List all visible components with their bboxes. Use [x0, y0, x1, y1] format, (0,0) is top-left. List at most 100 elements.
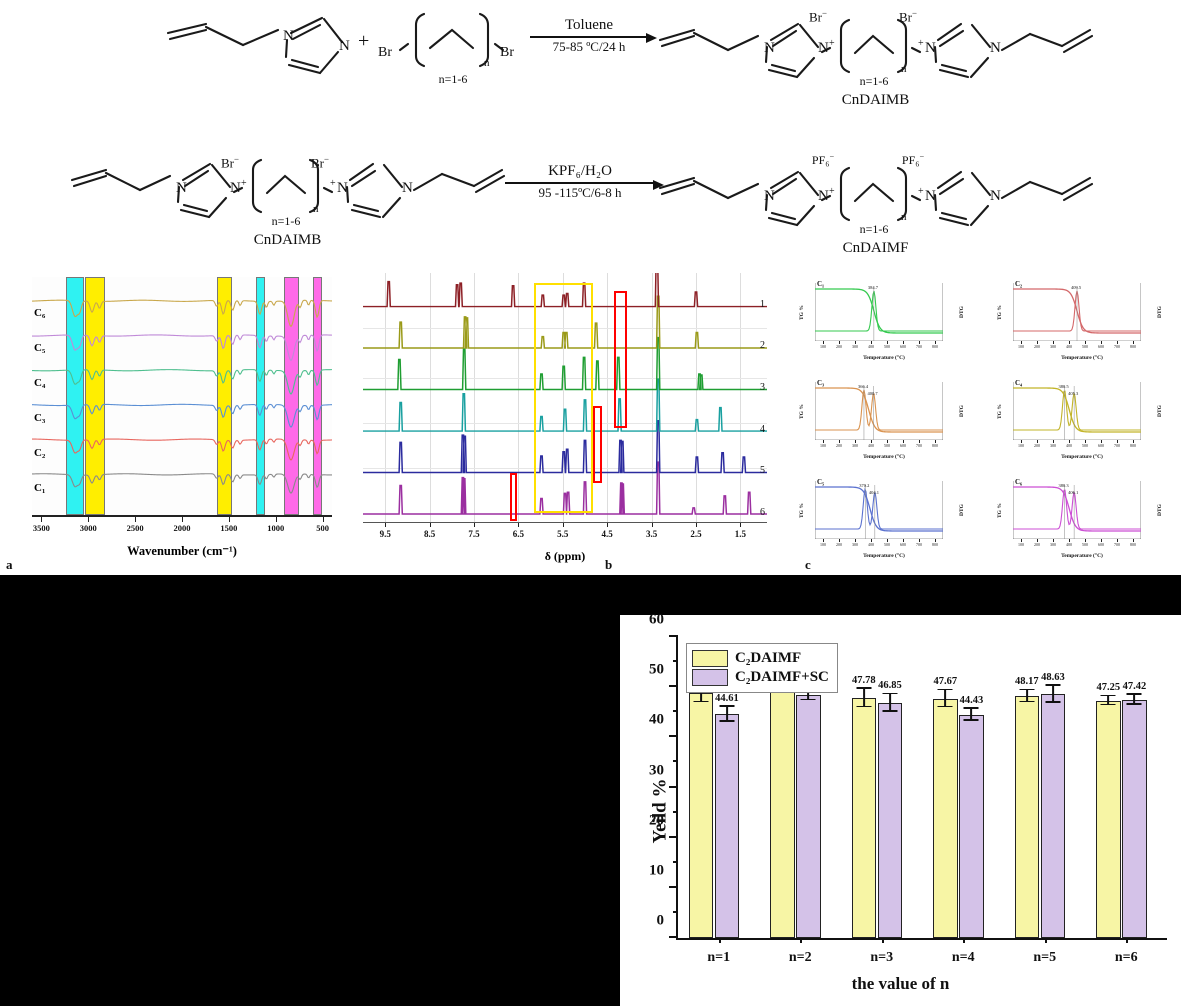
tga-subpanel-C2: 409.5 C₂ TG % DTG Temperature (°C) 100 200 300 4…	[983, 271, 1181, 370]
red-nch2-mid	[592, 405, 602, 483]
legend-swatch	[692, 669, 728, 686]
svg-text:N: N	[925, 40, 936, 56]
error-bar	[862, 689, 865, 708]
bar-C2DAIMF+SC-n=5[interactable]	[1040, 694, 1066, 938]
bar-chart-y-tick-label: 0	[656, 912, 665, 929]
ftir-trace-label-C4: C₄	[34, 377, 46, 389]
tga-sample-label-C5: C₅	[817, 478, 825, 486]
tga-x-tick-mark	[1053, 539, 1054, 542]
ftir-trace-C6	[31, 299, 333, 328]
tga-peak-temperature-label: 380.5	[1058, 384, 1069, 389]
bar-chart-y-minor-tick	[673, 760, 678, 763]
bar-C2DAIMF-n=5[interactable]	[1014, 696, 1039, 938]
tga-x-tick-label: 200	[836, 542, 842, 547]
tga-x-tick-mark	[1085, 440, 1086, 443]
nmr-gridline	[562, 273, 564, 522]
bar-C2DAIMF-n=3[interactable]	[851, 698, 876, 938]
tga-x-tick-label: 300	[852, 542, 858, 547]
error-bar-cap-bottom	[719, 719, 735, 722]
tga-x-tick-label: 700	[1114, 443, 1120, 448]
tga-x-tick-label: 400	[1066, 443, 1072, 448]
tga-dtg-curve	[1013, 489, 1141, 530]
tga-x-tick-label: 800	[932, 443, 938, 448]
nmr-tick-label: 6.5	[512, 529, 524, 539]
bar-C2DAIMF+SC-n=1[interactable]	[714, 714, 740, 938]
bar-C2DAIMF-n=6[interactable]	[1096, 700, 1121, 938]
reaction-2-arrow-line	[505, 181, 655, 184]
bar-chart-y-tick-label: 60	[649, 611, 664, 628]
bromide-counterion-reactant-left: Br−	[221, 154, 239, 171]
tga-y-axis-left-label: TG %	[799, 404, 805, 419]
product-2-name-label: CnDAIMF	[842, 240, 909, 256]
legend-item-C2DAIMF[interactable]: C₂DAIMF	[692, 650, 829, 667]
ftir-trace-C5	[32, 334, 333, 362]
tga-x-tick-mark	[887, 341, 888, 344]
bar-C2DAIMF+SC-n=3[interactable]	[877, 702, 903, 938]
tga-x-tick-mark	[871, 440, 872, 443]
bar-C2DAIMF+SC-n=2[interactable]	[796, 694, 821, 938]
bar-value-label: 48.17	[1014, 676, 1039, 688]
tga-peak-temperature-label: 370.2	[859, 483, 870, 488]
tga-x-tick-mark	[839, 440, 840, 443]
tga-x-tick-mark	[1117, 341, 1118, 344]
error-bar-cap-top	[937, 688, 953, 691]
reaction-1-temp-time: 75-85 ºC/24 h	[552, 38, 626, 54]
nmr-plot-area: 6 5 4 3 2 1	[363, 273, 767, 523]
bar-value-label: 48.63	[1041, 671, 1065, 683]
svg-text:N: N	[283, 28, 294, 44]
tga-x-tick-label: 800	[1130, 344, 1136, 349]
tga-x-axis-label: Temperature (°C)	[1061, 553, 1103, 559]
bar-chart-x-tick-label: n=4	[951, 950, 975, 965]
tga-x-tick-label: 100	[820, 542, 826, 547]
tga-x-tick-mark	[1085, 341, 1086, 344]
tga-x-tick-label: 500	[1082, 443, 1088, 448]
svg-text:n: n	[484, 57, 490, 69]
nmr-gridline	[385, 273, 387, 522]
svg-text:N: N	[339, 38, 350, 54]
nmr-index-label-1: 1	[760, 298, 765, 310]
tga-x-tick-label: 600	[1098, 344, 1104, 349]
bar-C2DAIMF+SC-n=4[interactable]	[959, 715, 984, 938]
tga-x-tick-mark	[1021, 341, 1022, 344]
bar-C2DAIMF-n=1[interactable]	[688, 692, 714, 938]
ftir-tick-mark	[275, 517, 277, 522]
tga-x-tick-label: 500	[884, 443, 890, 448]
ftir-trace-label-C5: C₅	[34, 342, 46, 354]
nmr-tick-label: 7.5	[468, 529, 480, 539]
tga-tg-curve	[815, 387, 943, 433]
nmr-gridline	[607, 273, 609, 522]
tga-x-tick-mark	[1037, 440, 1038, 443]
red-nch2-upper	[614, 290, 628, 428]
reaction-1-arrow-line	[530, 35, 648, 38]
bar-chart-x-tick-label: n=2	[788, 950, 812, 965]
legend-item-C2DAIMF+SC[interactable]: C₂DAIMF+SC	[692, 669, 829, 686]
error-bar	[1051, 685, 1054, 703]
bar-value-label: 46.85	[878, 680, 902, 692]
tga-curves-C3	[815, 382, 943, 440]
legend-swatch	[692, 650, 728, 667]
svg-text:N: N	[764, 40, 775, 56]
svg-text:N: N	[818, 188, 829, 204]
bar-C2DAIMF-n=2[interactable]	[770, 683, 795, 938]
tga-x-tick-label: 200	[1034, 443, 1040, 448]
error-bar-cap-bottom	[1045, 700, 1061, 703]
tga-x-axis-label: Temperature (°C)	[1061, 454, 1103, 460]
tga-x-tick-mark	[919, 440, 920, 443]
bar-C2DAIMF-n=4[interactable]	[933, 698, 958, 938]
ftir-tick-mark	[322, 517, 324, 522]
tga-x-tick-label: 500	[884, 344, 890, 349]
tga-x-tick-mark	[903, 440, 904, 443]
ftir-tick-label: 2000	[173, 523, 191, 533]
tga-x-tick-mark	[839, 341, 840, 344]
bar-C2DAIMF+SC-n=6[interactable]	[1122, 700, 1147, 938]
bar-value-label: 47.42	[1122, 681, 1147, 693]
reaction-scheme: N N Br Br n	[0, 0, 1181, 265]
tga-dtg-panel: 384.7 C₁ TG % DTG Temperature (°C) 100 200 300 4…	[785, 265, 1181, 575]
tga-x-tick-mark	[935, 341, 936, 344]
tga-y-axis-left-label: TG %	[997, 305, 1003, 320]
tga-x-tick-label: 100	[820, 443, 826, 448]
tga-sample-label-C2: C₂	[1015, 280, 1023, 288]
ftir-trace-C3	[31, 403, 333, 428]
tga-x-tick-mark	[1085, 539, 1086, 542]
reactant-n-range-label: n=1-6	[438, 72, 468, 86]
